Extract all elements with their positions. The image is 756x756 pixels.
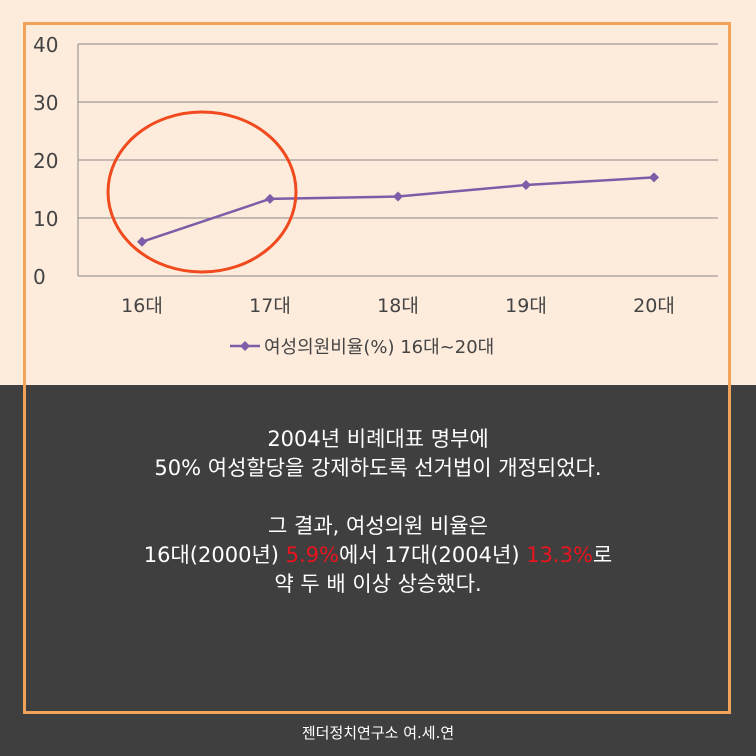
data-point — [649, 172, 659, 183]
x-tick-label: 17대 — [249, 295, 291, 317]
y-tick-label: 30 — [33, 91, 58, 115]
x-tick-label: 16대 — [121, 295, 163, 317]
x-tick-label: 18대 — [377, 295, 419, 317]
caption-line-2: 50% 여성할당을 강제하도록 선거법이 개정되었다. — [154, 456, 602, 480]
caption-line-5: 약 두 배 이상 상승했다. — [274, 572, 482, 596]
y-tick-label: 0 — [33, 265, 46, 289]
caption-line-4: 16대(2000년) 5.9%에서 17대(2004년) 13.3%로 — [40, 541, 716, 570]
data-point — [521, 179, 531, 190]
caption-line-3: 그 결과, 여성의원 비율은 — [268, 514, 488, 538]
x-tick-label: 19대 — [505, 295, 547, 317]
data-point — [137, 236, 147, 247]
value-17th: 13.3% — [526, 543, 593, 567]
chart-background — [0, 0, 756, 385]
data-point — [265, 193, 275, 204]
y-tick-label: 10 — [33, 207, 58, 231]
caption-16th-term: 16대(2000년) — [143, 543, 286, 567]
y-tick-label: 20 — [33, 149, 58, 173]
orange-frame — [23, 22, 731, 714]
caption-line-1: 2004년 비례대표 명부에 — [267, 427, 489, 451]
legend-marker — [240, 341, 250, 351]
data-point — [393, 191, 403, 202]
footer-credit: 젠더정치연구소 여.세.연 — [301, 724, 455, 742]
caption-suffix: 로 — [592, 543, 613, 567]
legend-label: 여성의원비율(%) 16대~20대 — [264, 337, 494, 358]
line-chart: 0 10 20 30 40 16대 17대 18대 19대 20대 여성의원비율(%) 16대~… — [33, 33, 718, 358]
caption-17th-term: 에서 17대(2004년) — [339, 543, 527, 567]
value-16th: 5.9% — [285, 543, 339, 567]
y-tick-label: 40 — [33, 33, 58, 57]
caption-text: 2004년 비례대표 명부에 50% 여성할당을 강제하도록 선거법이 개정되었… — [40, 425, 716, 599]
caption-background — [0, 385, 756, 756]
highlight-circle — [106, 110, 298, 274]
x-tick-label: 20대 — [633, 295, 675, 317]
